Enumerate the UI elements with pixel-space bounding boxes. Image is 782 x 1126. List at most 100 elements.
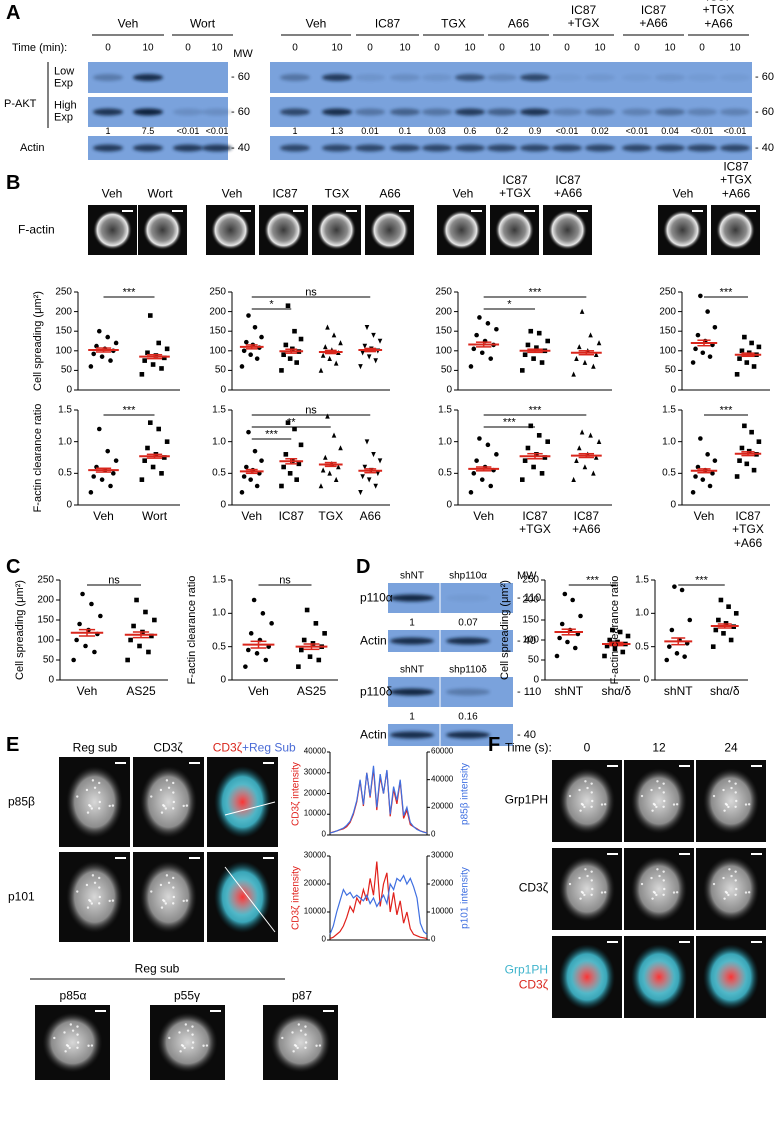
cell bbox=[715, 210, 756, 250]
speckle bbox=[168, 1036, 171, 1040]
blot-band bbox=[446, 688, 490, 696]
blot-band bbox=[585, 144, 615, 152]
y-tick-label: 200 bbox=[435, 306, 452, 317]
data-point bbox=[571, 371, 576, 377]
cell bbox=[559, 856, 615, 922]
data-point bbox=[582, 359, 588, 365]
speckle bbox=[89, 805, 92, 808]
speckle bbox=[603, 891, 607, 894]
y2-tick-label: 40000 bbox=[431, 774, 454, 784]
y-tick-label: 1.5 bbox=[662, 404, 676, 416]
speckle bbox=[744, 803, 748, 806]
blot-band bbox=[390, 74, 420, 81]
speckle bbox=[111, 899, 115, 902]
y-tick-label: 100 bbox=[55, 345, 72, 357]
profile-line bbox=[329, 874, 428, 935]
blot-band bbox=[655, 108, 685, 116]
y-tick-label: 250 bbox=[37, 574, 54, 586]
cell bbox=[547, 210, 588, 250]
time-label: 0 bbox=[185, 42, 191, 54]
row-label: p110δ bbox=[360, 684, 393, 699]
group-header: IC87 +TGX +A66 bbox=[702, 0, 735, 31]
speckle bbox=[723, 809, 726, 812]
cell bbox=[140, 766, 197, 838]
blot-band bbox=[93, 108, 123, 116]
y-tick-label: 1.5 bbox=[212, 574, 226, 586]
data-point bbox=[579, 429, 585, 435]
quantification: 0.1 bbox=[398, 125, 412, 136]
cell bbox=[140, 861, 197, 933]
speckle bbox=[299, 1029, 303, 1032]
row-label: p110α bbox=[360, 590, 393, 605]
quantification: 1 bbox=[409, 617, 415, 629]
image-label: A66 bbox=[379, 186, 401, 201]
speckle bbox=[579, 897, 582, 900]
x-tick-label: Veh bbox=[693, 509, 715, 523]
time-label: 10 bbox=[142, 42, 154, 54]
y2-tick-label: 10000 bbox=[431, 906, 454, 916]
y-tick-label: 50 bbox=[214, 364, 226, 376]
significance: ns bbox=[305, 404, 317, 417]
y-tick-label: 200 bbox=[209, 306, 226, 317]
speckle bbox=[86, 811, 90, 814]
data-point bbox=[149, 633, 154, 639]
data-point bbox=[602, 653, 607, 659]
data-point bbox=[468, 364, 474, 369]
data-point bbox=[147, 313, 153, 318]
time-label: 0 bbox=[634, 42, 640, 54]
speckle bbox=[172, 876, 175, 880]
data-point bbox=[695, 332, 701, 338]
y2-tick-label: 30000 bbox=[431, 850, 454, 860]
cell bbox=[92, 210, 133, 250]
cell bbox=[66, 861, 123, 933]
blot-band bbox=[446, 637, 490, 645]
data-point bbox=[669, 627, 675, 633]
data-point bbox=[294, 360, 299, 365]
y-axis-label: CD3ζ intensity bbox=[290, 761, 302, 826]
data-point bbox=[737, 458, 742, 463]
y-tick-label: 1.0 bbox=[58, 436, 72, 448]
data-point bbox=[744, 461, 750, 467]
data-point bbox=[593, 351, 599, 358]
data-point bbox=[488, 483, 494, 489]
y2-tick-label: 0 bbox=[431, 829, 436, 839]
cell-red bbox=[715, 960, 747, 994]
time-label: 0 bbox=[583, 740, 591, 755]
y-tick-label: 150 bbox=[522, 614, 539, 626]
speckle bbox=[304, 1046, 307, 1050]
speckle bbox=[164, 902, 168, 905]
speckle bbox=[662, 791, 665, 794]
data-point bbox=[700, 350, 706, 356]
speckle bbox=[584, 868, 587, 871]
data-point bbox=[113, 458, 119, 463]
cell bbox=[142, 210, 183, 250]
speckle bbox=[66, 1044, 70, 1048]
speckle bbox=[160, 811, 164, 814]
cell bbox=[369, 210, 410, 250]
quantification: 1 bbox=[105, 125, 111, 136]
data-point bbox=[539, 360, 545, 365]
y-tick-label: 0 bbox=[66, 499, 72, 511]
x-tick-label: shα/δ bbox=[709, 684, 740, 698]
quantification: 0.16 bbox=[458, 711, 478, 723]
blot-band bbox=[622, 108, 652, 116]
column-header: Reg sub bbox=[72, 740, 118, 755]
blot-band bbox=[133, 144, 163, 152]
speckle bbox=[653, 891, 657, 895]
significance: *** bbox=[719, 404, 733, 417]
blot-band bbox=[720, 108, 750, 116]
data-point bbox=[279, 483, 284, 489]
mw-marker: - 40 bbox=[517, 728, 536, 741]
y-tick-label: 1.0 bbox=[212, 436, 226, 448]
speckle bbox=[662, 782, 665, 785]
y-tick-label: 1.0 bbox=[212, 607, 226, 619]
data-point bbox=[333, 360, 339, 366]
cell bbox=[559, 768, 615, 834]
y-tick-label: 40000 bbox=[303, 746, 326, 756]
speckle bbox=[658, 874, 661, 878]
y-tick-label: 100 bbox=[435, 345, 452, 357]
quantification: 0.01 bbox=[361, 125, 379, 136]
data-point bbox=[579, 308, 585, 314]
data-point bbox=[128, 637, 133, 643]
y-axis-label: F-actin clearance ratio bbox=[608, 575, 621, 685]
